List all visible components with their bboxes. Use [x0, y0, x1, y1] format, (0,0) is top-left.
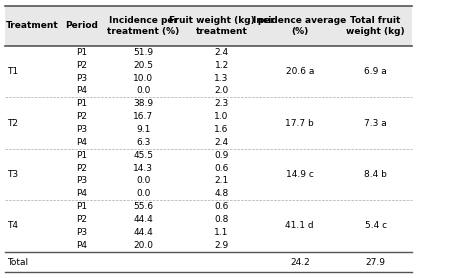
Text: 17.7 b: 17.7 b [285, 118, 314, 128]
Text: P2: P2 [76, 215, 87, 224]
Bar [5, 6, 412, 46]
Text: 0.0: 0.0 [136, 176, 151, 185]
Text: 44.4: 44.4 [134, 228, 153, 237]
Text: P4: P4 [76, 138, 87, 147]
Text: 0.0: 0.0 [136, 86, 151, 95]
Text: 44.4: 44.4 [134, 215, 153, 224]
Text: T2: T2 [7, 118, 18, 128]
Text: 1.3: 1.3 [214, 73, 229, 83]
Text: 6.3: 6.3 [136, 138, 151, 147]
Text: Incidence per
treatment (%): Incidence per treatment (%) [107, 16, 180, 36]
Text: P2: P2 [76, 112, 87, 121]
Text: P2: P2 [76, 61, 87, 70]
Text: 20.6 a: 20.6 a [286, 67, 314, 76]
Text: 8.4 b: 8.4 b [364, 170, 387, 179]
Text: 1.2: 1.2 [214, 61, 229, 70]
Text: 16.7: 16.7 [133, 112, 154, 121]
Text: 45.5: 45.5 [133, 151, 154, 160]
Text: Incidence average
(%): Incidence average (%) [253, 16, 346, 36]
Text: 27.9: 27.9 [365, 257, 386, 267]
Text: 55.6: 55.6 [133, 202, 154, 211]
Text: 2.0: 2.0 [214, 86, 229, 95]
Text: P3: P3 [76, 125, 87, 134]
Text: 1.0: 1.0 [214, 112, 229, 121]
Text: 20.0: 20.0 [133, 241, 154, 250]
Text: 0.9: 0.9 [214, 151, 229, 160]
Text: 6.9 a: 6.9 a [365, 67, 387, 76]
Text: P1: P1 [76, 202, 87, 211]
Text: 14.9 c: 14.9 c [286, 170, 314, 179]
Text: 2.4: 2.4 [215, 138, 228, 147]
Text: 0.6: 0.6 [214, 163, 229, 173]
Text: P1: P1 [76, 99, 87, 108]
Text: Fruit weight (kg) per
treatment: Fruit weight (kg) per treatment [169, 16, 274, 36]
Text: 2.4: 2.4 [215, 48, 228, 57]
Text: T3: T3 [7, 170, 18, 179]
Text: P4: P4 [76, 189, 87, 198]
Text: 1.1: 1.1 [214, 228, 229, 237]
Text: P4: P4 [76, 86, 87, 95]
Text: 2.9: 2.9 [214, 241, 229, 250]
Text: 24.2: 24.2 [290, 257, 310, 267]
Text: 7.3 a: 7.3 a [365, 118, 387, 128]
Text: 38.9: 38.9 [133, 99, 154, 108]
Text: Total: Total [7, 257, 28, 267]
Text: P1: P1 [76, 151, 87, 160]
Text: Period: Period [65, 21, 98, 30]
Text: P1: P1 [76, 48, 87, 57]
Text: 41.1 d: 41.1 d [285, 221, 314, 230]
Text: P3: P3 [76, 176, 87, 185]
Text: 4.8: 4.8 [214, 189, 229, 198]
Text: P2: P2 [76, 163, 87, 173]
Text: 14.3: 14.3 [133, 163, 154, 173]
Text: P3: P3 [76, 73, 87, 83]
Text: Treatment: Treatment [6, 21, 58, 30]
Text: 10.0: 10.0 [133, 73, 154, 83]
Text: 0.0: 0.0 [136, 189, 151, 198]
Text: 2.1: 2.1 [214, 176, 229, 185]
Text: P4: P4 [76, 241, 87, 250]
Text: Total fruit
weight (kg): Total fruit weight (kg) [346, 16, 405, 36]
Text: T4: T4 [7, 221, 18, 230]
Text: 1.6: 1.6 [214, 125, 229, 134]
Text: 0.6: 0.6 [214, 202, 229, 211]
Text: T1: T1 [7, 67, 18, 76]
Text: 51.9: 51.9 [133, 48, 154, 57]
Text: 2.3: 2.3 [214, 99, 229, 108]
Text: 20.5: 20.5 [133, 61, 154, 70]
Text: P3: P3 [76, 228, 87, 237]
Text: 5.4 c: 5.4 c [365, 221, 387, 230]
Text: 0.8: 0.8 [214, 215, 229, 224]
Text: 9.1: 9.1 [136, 125, 151, 134]
